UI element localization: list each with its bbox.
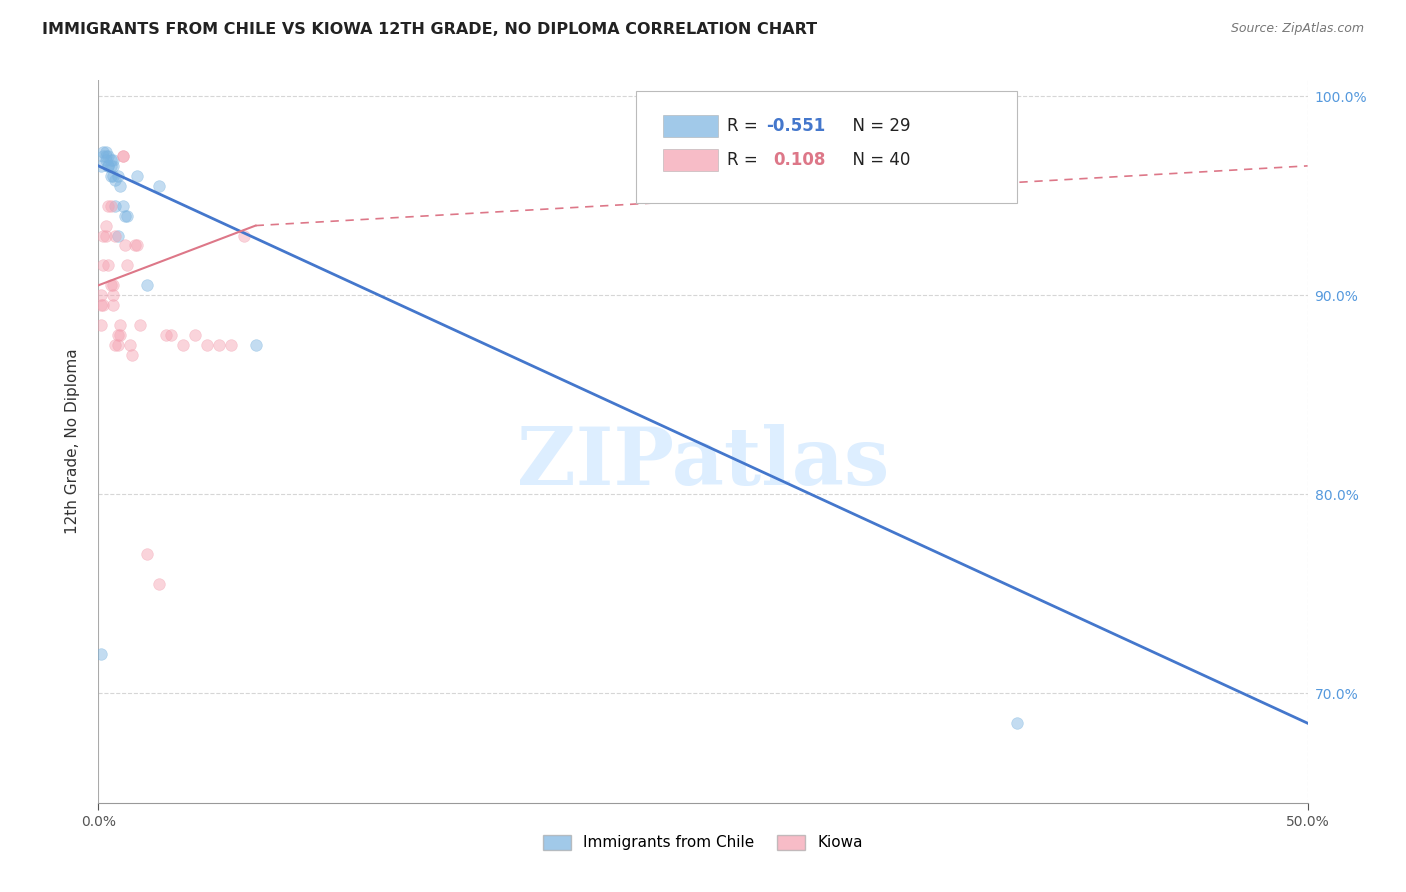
Text: N = 29: N = 29 (842, 117, 911, 135)
Point (111, 199, 134, 213)
Point (221, 338, 243, 352)
Point (101, 159, 124, 173)
FancyBboxPatch shape (664, 149, 717, 170)
Point (97, 159, 120, 173)
Point (135, 278, 157, 293)
Point (101, 288, 124, 302)
Point (232, 228, 254, 243)
Point (104, 173, 127, 187)
FancyBboxPatch shape (664, 115, 717, 136)
Text: ZIPatlas: ZIPatlas (517, 425, 889, 502)
Point (101, 169, 124, 183)
Point (101, 298, 124, 312)
Point (94, 145, 117, 159)
Point (90, 647, 112, 661)
Point (97, 199, 120, 213)
Point (91, 149, 114, 163)
Point (127, 169, 149, 183)
Point (184, 328, 207, 343)
Point (90, 159, 112, 173)
Legend: Immigrants from Chile, Kiowa: Immigrants from Chile, Kiowa (537, 829, 869, 856)
Point (148, 178, 170, 193)
Point (94, 228, 117, 243)
Point (104, 199, 127, 213)
Point (97, 259, 120, 273)
Point (111, 149, 134, 163)
Point (107, 169, 129, 183)
Point (172, 338, 194, 352)
Point (101, 153, 124, 167)
Point (100, 199, 122, 213)
Text: R =: R = (727, 117, 763, 135)
Point (91, 228, 114, 243)
Point (117, 259, 139, 273)
Point (104, 228, 127, 243)
Point (148, 577, 170, 591)
Y-axis label: 12th Grade, No Diploma: 12th Grade, No Diploma (65, 349, 80, 534)
Point (100, 278, 122, 293)
FancyBboxPatch shape (637, 91, 1018, 203)
Point (114, 238, 136, 252)
Point (100, 169, 122, 183)
Point (108, 328, 131, 343)
Point (100, 159, 122, 173)
Point (114, 209, 136, 223)
Point (127, 238, 149, 252)
Point (91, 259, 114, 273)
Point (90, 318, 112, 332)
Text: -0.551: -0.551 (766, 117, 825, 135)
Point (124, 238, 146, 252)
Point (117, 209, 139, 223)
Point (108, 178, 131, 193)
Point (90, 288, 112, 302)
Point (100, 153, 122, 167)
Point (107, 228, 129, 243)
Point (91, 145, 114, 159)
Point (121, 348, 143, 362)
Point (208, 338, 231, 352)
Point (155, 328, 177, 343)
Point (94, 149, 117, 163)
Point (91, 298, 114, 312)
Text: N = 40: N = 40 (842, 151, 911, 169)
Text: 0.108: 0.108 (773, 151, 825, 169)
Text: Source: ZipAtlas.com: Source: ZipAtlas.com (1230, 22, 1364, 36)
Point (94, 153, 117, 167)
Text: IMMIGRANTS FROM CHILE VS KIOWA 12TH GRADE, NO DIPLOMA CORRELATION CHART: IMMIGRANTS FROM CHILE VS KIOWA 12TH GRAD… (42, 22, 817, 37)
Point (97, 159, 120, 173)
Point (118, 338, 141, 352)
Point (128, 318, 150, 332)
Point (108, 318, 131, 332)
Point (97, 149, 120, 163)
Point (101, 278, 124, 293)
Text: R =: R = (727, 151, 769, 169)
Point (111, 149, 134, 163)
Point (245, 338, 267, 352)
Point (195, 338, 218, 352)
Point (135, 547, 157, 561)
Point (104, 338, 127, 352)
Point (1007, 716, 1029, 731)
Point (90, 298, 112, 312)
Point (107, 338, 129, 352)
Point (94, 219, 117, 233)
Point (107, 328, 129, 343)
Point (160, 328, 183, 343)
